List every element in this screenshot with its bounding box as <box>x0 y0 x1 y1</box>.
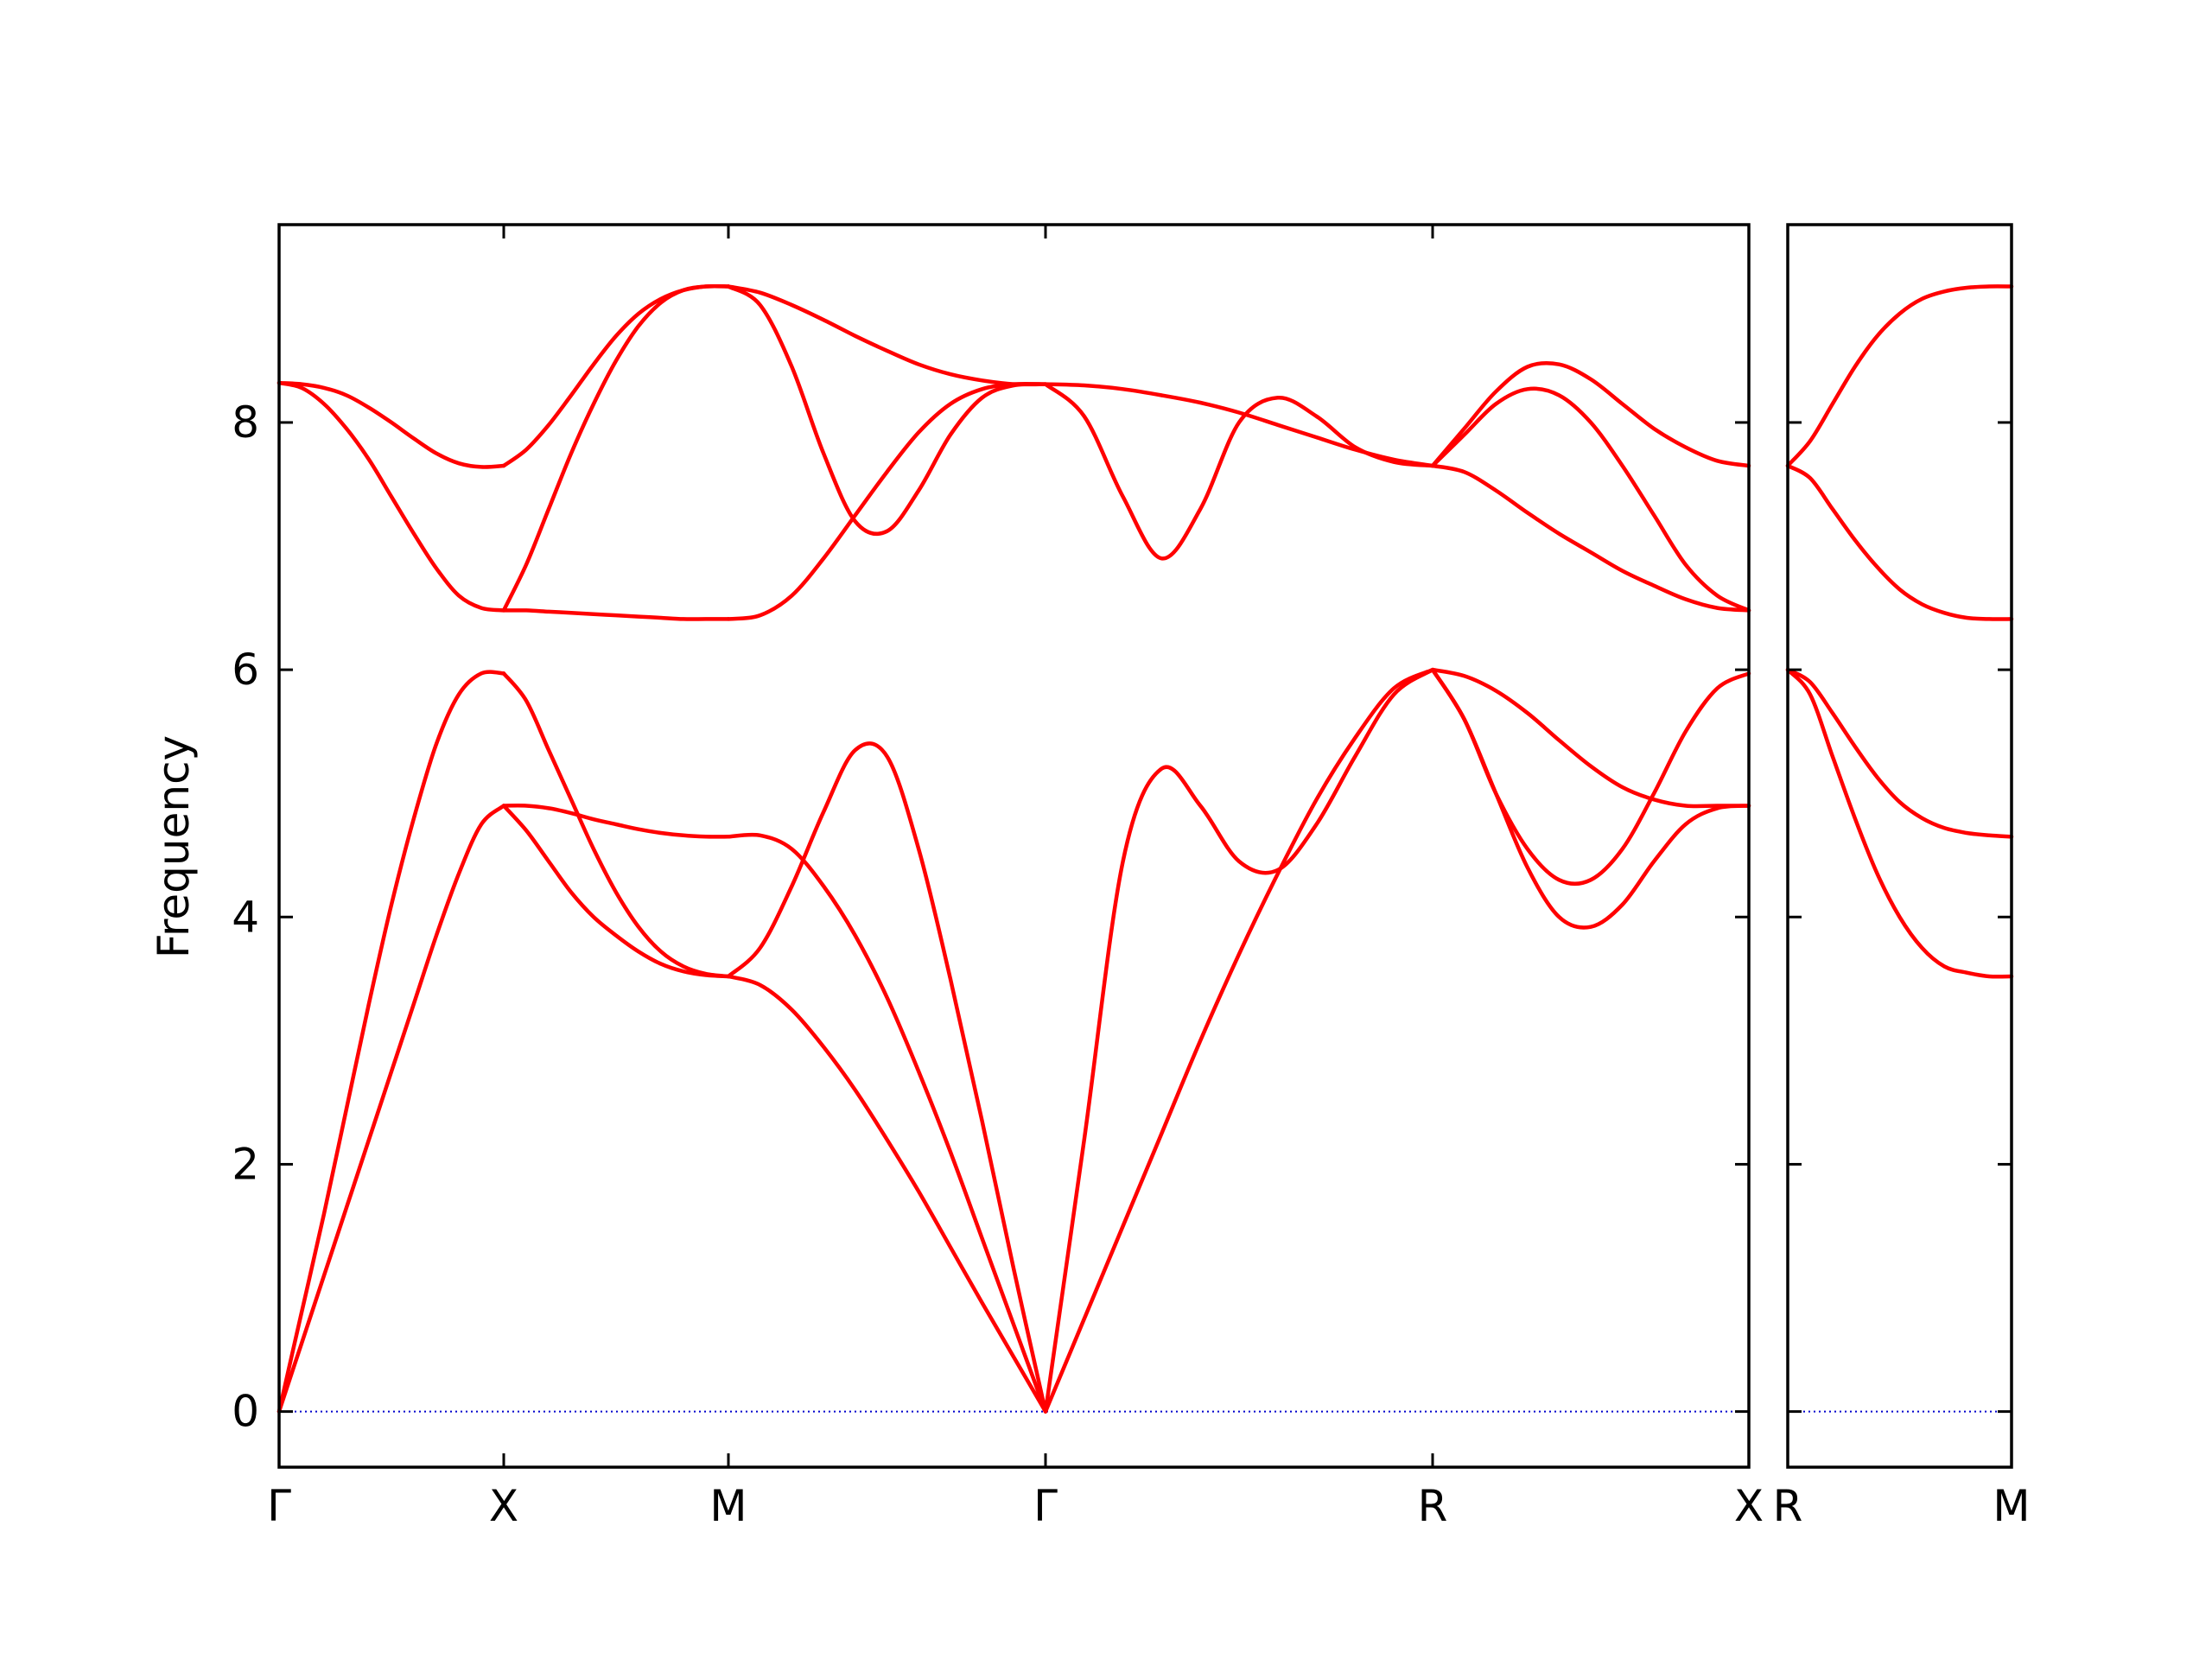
band-curve <box>1043 382 1435 468</box>
band-curve <box>1430 463 1751 613</box>
band-curve <box>726 832 1048 1414</box>
x-tick-label: Γ <box>267 1481 291 1531</box>
bands-layer <box>276 283 2014 1414</box>
band-curve <box>726 381 1048 621</box>
band-curve <box>501 804 731 839</box>
band-curve <box>1785 667 2014 979</box>
band-curve <box>1785 667 2014 839</box>
band-curve <box>1785 284 2014 468</box>
plot-frame-panel-1 <box>277 223 1751 1469</box>
band-curve <box>726 974 1048 1414</box>
x-tick-label: Γ <box>1033 1481 1058 1531</box>
band-curve <box>726 284 1048 537</box>
band-curve <box>276 380 506 469</box>
band-curve <box>1430 386 1751 613</box>
band-curve <box>1785 463 2014 621</box>
y-tick-label: 4 <box>232 892 259 942</box>
band-curve <box>1430 667 1751 809</box>
x-tick-label: R <box>1773 1481 1803 1531</box>
band-curve <box>1043 667 1435 1414</box>
band-curve <box>501 608 731 621</box>
x-tick-label: M <box>1993 1481 2030 1531</box>
band-curve <box>1430 667 1751 887</box>
plot-frame-panel-2 <box>1786 223 2013 1469</box>
band-curve <box>501 671 731 979</box>
band-curve <box>276 380 506 613</box>
x-tick-label: X <box>489 1481 518 1531</box>
band-curve <box>1043 667 1435 1414</box>
y-tick-label: 0 <box>232 1387 259 1437</box>
band-curve <box>501 283 731 468</box>
band-curve <box>501 804 731 979</box>
y-tick-label: 8 <box>232 397 259 448</box>
band-curve <box>276 670 506 1414</box>
x-tick-label: R <box>1418 1481 1448 1531</box>
band-curve <box>1043 382 1435 561</box>
y-tick-label: 2 <box>232 1139 259 1189</box>
x-tick-label: X <box>1734 1481 1764 1531</box>
y-tick-label: 6 <box>232 645 259 695</box>
band-curve <box>726 284 1048 387</box>
band-curve <box>276 804 506 1414</box>
y-axis-label: Frequency <box>149 735 199 958</box>
band-curve <box>1430 360 1751 468</box>
band-curve <box>726 741 1048 1414</box>
x-tick-label: M <box>709 1481 747 1531</box>
